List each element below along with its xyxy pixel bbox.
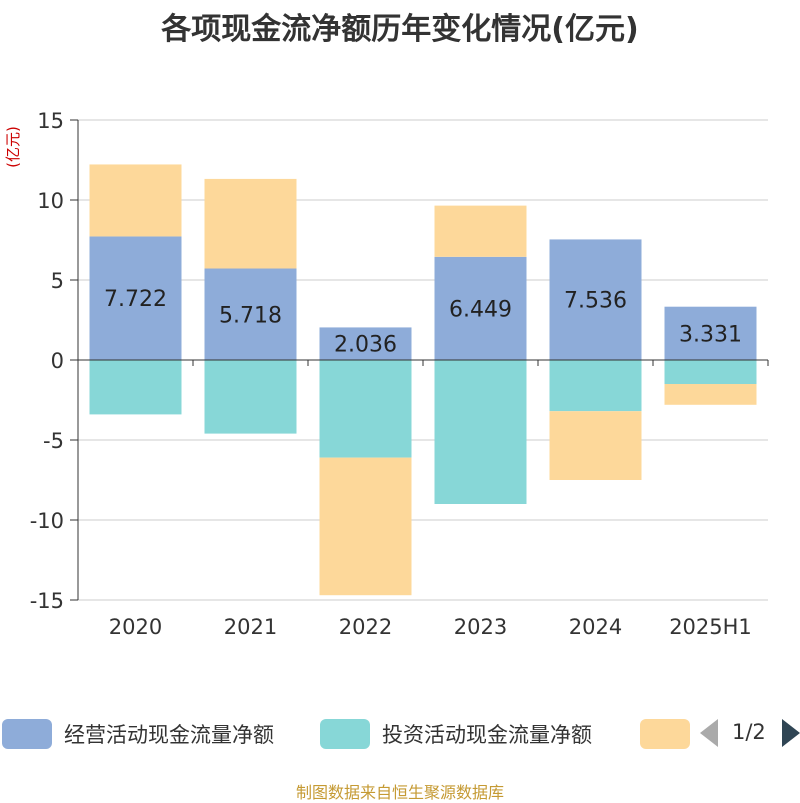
- bar-segment: [89, 236, 182, 360]
- y-tick-label: 5: [51, 269, 64, 293]
- pager-prev-icon[interactable]: [700, 719, 718, 747]
- bar-segment: [319, 457, 412, 596]
- y-tick-label: -15: [30, 589, 64, 613]
- chart-title: 各项现金流净额历年变化情况(亿元): [161, 12, 639, 47]
- legend-swatch-operating: [2, 719, 52, 749]
- y-tick-label: 10: [37, 189, 64, 213]
- bar-data-label: 6.449: [449, 297, 512, 322]
- legend: 经营活动现金流量净额 投资活动现金流量净额: [0, 716, 800, 752]
- y-tick-label: -10: [30, 509, 64, 533]
- x-tick-label: 2024: [569, 615, 622, 639]
- legend-label-investing: 投资活动现金流量净额: [382, 723, 592, 747]
- bar-segment: [549, 411, 642, 480]
- legend-label-operating: 经营活动现金流量净额: [64, 723, 274, 747]
- chart-plot: 15 10 5 0 -5 -10 -15 (亿元) 7.722 2020 5.718 2021 2.03…: [4, 109, 769, 639]
- bar-segment: [204, 360, 297, 434]
- bar-segment: [664, 360, 757, 384]
- y-tick-label: 15: [37, 109, 64, 133]
- bar-segment: [434, 256, 527, 360]
- x-tick-label: 2021: [224, 615, 277, 639]
- pager-text: 1/2: [732, 720, 766, 744]
- bar-segment: [434, 360, 527, 504]
- legend-item-operating[interactable]: 经营活动现金流量净额: [2, 716, 274, 752]
- bar-data-label: 7.722: [104, 287, 167, 312]
- y-tick-label: -5: [43, 429, 64, 453]
- bar-segment: [664, 306, 757, 360]
- bar-segment: [319, 327, 412, 360]
- x-tick-label: 2025H1: [669, 615, 752, 639]
- x-tick-label: 2022: [339, 615, 392, 639]
- bar-data-label: 2.036: [334, 333, 397, 358]
- legend-item-third[interactable]: [640, 716, 702, 752]
- bar-segment: [89, 360, 182, 415]
- y-unit-label: (亿元): [4, 126, 22, 168]
- footer-source: 制图数据来自恒生聚源数据库: [295, 783, 504, 802]
- legend-swatch-third: [640, 719, 690, 749]
- pager-next-icon[interactable]: [782, 719, 800, 747]
- bar-segment: [204, 178, 297, 269]
- bar-segment: [89, 164, 182, 237]
- legend-swatch-investing: [320, 719, 370, 749]
- bar-data-label: 5.718: [219, 303, 282, 328]
- bar-data-label: 3.331: [679, 322, 742, 347]
- bar-segment: [549, 239, 642, 360]
- legend-item-investing[interactable]: 投资活动现金流量净额: [320, 716, 592, 752]
- bar-data-label: 7.536: [564, 289, 627, 314]
- bar-segment: [204, 268, 297, 360]
- bar-segment: [664, 384, 757, 405]
- y-tick-label: 0: [51, 349, 64, 373]
- bar-segment: [319, 360, 412, 458]
- legend-pager: 1/2: [700, 716, 800, 752]
- bar-segment: [549, 360, 642, 412]
- x-tick-label: 2023: [454, 615, 507, 639]
- x-tick-label: 2020: [109, 615, 162, 639]
- bar-segment: [434, 205, 527, 257]
